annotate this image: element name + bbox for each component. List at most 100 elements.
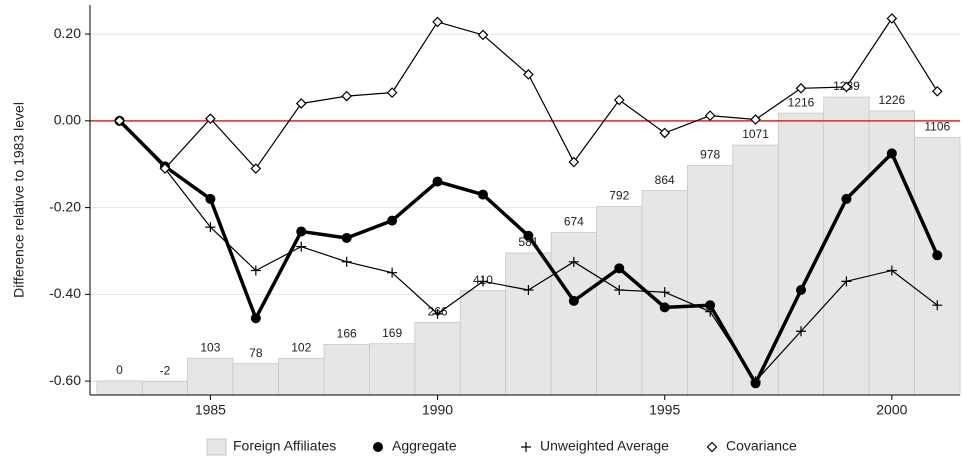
bar — [823, 96, 870, 396]
point — [705, 300, 716, 311]
legend-label: Foreign Affiliates — [233, 438, 336, 454]
point — [931, 85, 943, 97]
x-tick-label: 2000 — [876, 402, 907, 418]
point — [159, 163, 171, 174]
point — [387, 267, 398, 278]
legend-item: Covariance — [706, 438, 797, 454]
bar — [414, 321, 461, 396]
bar-value-label: 102 — [291, 341, 311, 355]
point — [659, 302, 670, 313]
bar — [187, 357, 234, 396]
bar — [96, 380, 143, 396]
bar — [232, 363, 279, 396]
point — [705, 306, 716, 317]
point — [250, 163, 262, 174]
legend-swatch — [206, 438, 227, 456]
point — [613, 94, 625, 106]
point — [477, 29, 489, 41]
point — [841, 81, 852, 93]
point — [432, 176, 443, 187]
point — [568, 256, 579, 267]
bar — [687, 165, 734, 396]
bar — [141, 380, 189, 396]
bar — [777, 112, 825, 396]
point — [614, 263, 625, 274]
point — [523, 69, 534, 80]
point — [841, 193, 852, 204]
bar-value-label: 1226 — [879, 93, 906, 107]
bar-value-label: 1106 — [924, 120, 950, 134]
x-tick-label: 1995 — [649, 402, 680, 418]
point — [205, 113, 216, 125]
bar-value-label: 864 — [655, 173, 675, 187]
legend-label: Unweighted Average — [540, 438, 669, 454]
y-axis-label: Difference relative to 1983 level — [11, 102, 27, 298]
point — [795, 285, 806, 296]
bar-value-label: 0 — [116, 363, 123, 377]
point — [432, 308, 443, 319]
point — [386, 87, 398, 98]
y-tick-label: -0.60 — [49, 372, 81, 388]
point — [932, 300, 943, 311]
point — [296, 241, 307, 252]
point — [341, 90, 353, 102]
bar — [278, 358, 325, 396]
bar — [505, 252, 552, 396]
point — [659, 127, 671, 139]
legend-label: Aggregate — [392, 438, 457, 454]
point — [250, 265, 261, 276]
legend-item: Aggregate — [373, 438, 457, 454]
y-tick-label: -0.20 — [49, 198, 81, 214]
legend-item: Foreign Affiliates — [206, 438, 336, 456]
point — [523, 230, 534, 241]
point — [295, 98, 307, 109]
bar-value-label: 103 — [200, 340, 220, 354]
y-tick-label: 0.20 — [54, 25, 81, 41]
bar — [459, 290, 507, 396]
point — [205, 222, 216, 233]
point — [886, 13, 898, 24]
point — [296, 226, 307, 237]
point — [886, 148, 897, 159]
point — [373, 442, 383, 452]
point — [250, 313, 261, 324]
point — [750, 376, 761, 387]
x-tick-label: 1985 — [195, 402, 226, 418]
point — [795, 82, 807, 94]
point — [432, 16, 443, 28]
point — [387, 215, 398, 226]
point — [341, 256, 352, 267]
point — [568, 156, 580, 168]
bar-value-label: 1071 — [742, 127, 769, 141]
point — [523, 285, 534, 296]
point — [114, 115, 125, 127]
bar-value-label: 792 — [609, 189, 629, 203]
point — [841, 276, 852, 287]
legend-item: Unweighted Average — [521, 438, 669, 454]
bar-value-label: 674 — [564, 215, 584, 229]
point — [205, 193, 216, 204]
bar — [914, 136, 961, 396]
bar-value-label: 1216 — [788, 95, 815, 109]
point — [659, 287, 670, 298]
point — [477, 276, 488, 287]
bar — [368, 343, 416, 396]
y-tick-label: 0.00 — [54, 112, 81, 128]
point — [932, 250, 943, 261]
point — [521, 442, 531, 452]
bar-value-label: -2 — [160, 364, 171, 378]
bar-value-label: 78 — [249, 346, 263, 360]
point — [341, 232, 352, 243]
bar — [596, 206, 643, 396]
point — [886, 265, 897, 276]
point — [614, 285, 625, 296]
bar-value-label: 169 — [382, 326, 402, 340]
point — [704, 110, 716, 121]
bar-value-label: 978 — [700, 148, 720, 162]
x-tick-label: 1990 — [422, 402, 453, 418]
point — [750, 114, 761, 125]
point — [795, 326, 806, 337]
bar — [323, 343, 370, 396]
point — [477, 189, 488, 200]
